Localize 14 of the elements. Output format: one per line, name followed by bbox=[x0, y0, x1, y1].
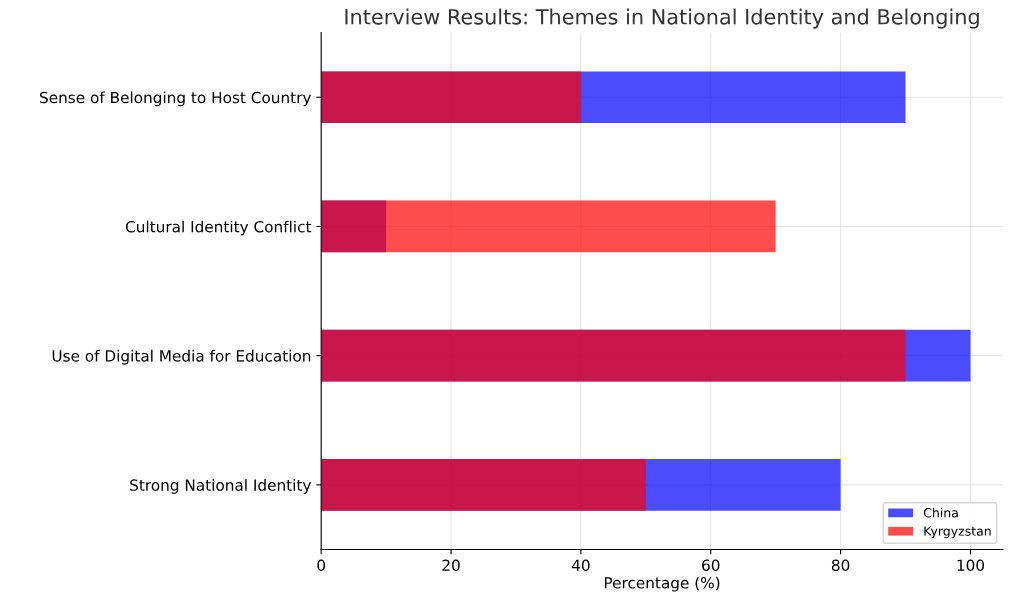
x-tick-label: 20 bbox=[442, 559, 460, 571]
y-tick-label: Strong National Identity bbox=[130, 479, 311, 494]
y-tick-label: Sense of Belonging to Host Country bbox=[40, 91, 311, 107]
x-tick-label: 0 bbox=[317, 559, 326, 571]
y-tick-label: Cultural Identity Conflict bbox=[125, 220, 312, 236]
y-tick-label: Use of Digital Media for Education bbox=[52, 349, 311, 365]
x-axis-title: Percentage (%) bbox=[604, 576, 720, 592]
chart-title: Interview Results: Themes in National Identity and Belonging bbox=[345, 8, 979, 29]
legend-label: Kyrgyzstan bbox=[924, 526, 991, 539]
x-tick-label: 100 bbox=[957, 559, 985, 571]
legend-label: China bbox=[923, 507, 958, 518]
x-tick-label: 60 bbox=[702, 559, 720, 571]
x-tick-label: 80 bbox=[831, 559, 850, 571]
x-tick-label: 40 bbox=[571, 559, 590, 571]
